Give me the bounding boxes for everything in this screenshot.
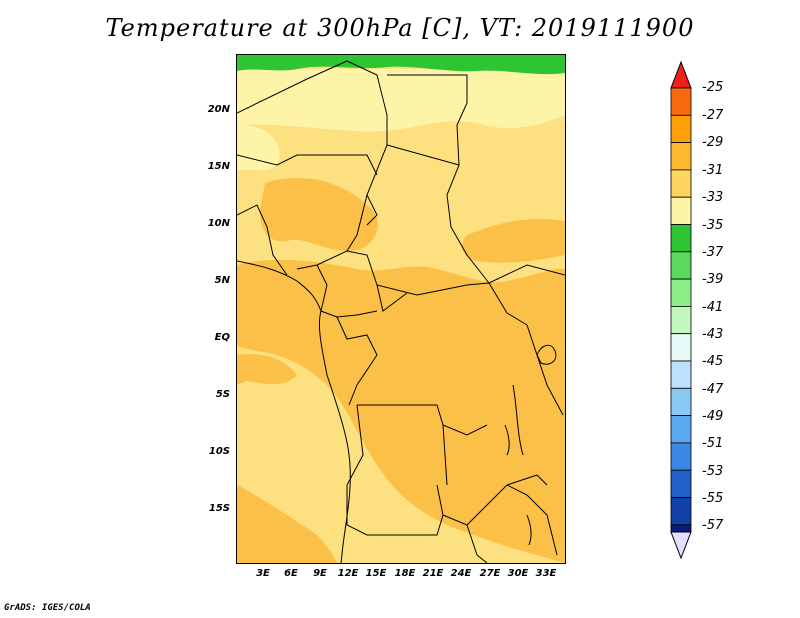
colorbar-swatch <box>670 360 692 389</box>
colorbar-label: -39 <box>702 272 724 287</box>
grads-credit: GrADS: IGES/COLA <box>4 603 91 613</box>
map-panel <box>236 54 566 564</box>
colorbar-label: -47 <box>702 382 724 397</box>
colorbar-label: -31 <box>702 163 724 178</box>
colorbar-label: -35 <box>702 218 724 233</box>
lon-label-27e: 27E <box>479 568 501 579</box>
colorbar-label: -37 <box>702 245 724 260</box>
colorbar-swatch <box>670 469 692 498</box>
colorbar-label: -41 <box>702 300 724 315</box>
lon-label-30e: 30E <box>507 568 529 579</box>
coastline <box>237 260 351 563</box>
colorbar-swatch <box>670 333 692 362</box>
lat-label-20n: 20N <box>207 104 230 115</box>
colorbar-swatch <box>670 142 692 171</box>
colorbar-label: -49 <box>702 409 724 424</box>
lat-label-15s: 15S <box>208 503 230 514</box>
lat-label-10n: 10N <box>207 218 230 229</box>
colorbar <box>670 60 692 560</box>
lon-label-18e: 18E <box>394 568 416 579</box>
cool-band-north <box>237 69 565 132</box>
colorbar-swatch <box>670 251 692 280</box>
lon-label-6e: 6E <box>284 568 298 579</box>
colorbar-swatch <box>670 524 692 533</box>
colorbar-label: -25 <box>702 80 724 95</box>
colorbar-bottom-arrow <box>670 531 692 560</box>
warm-region-central-africa <box>237 259 565 563</box>
warm-patch-west-africa <box>260 178 378 251</box>
colorbar-label: -43 <box>702 327 724 342</box>
colorbar-swatch <box>670 224 692 253</box>
colorbar-label: -29 <box>702 135 724 150</box>
lat-label-5n: 5N <box>214 275 230 286</box>
colorbar-swatch <box>670 87 692 116</box>
lat-label-eq: EQ <box>214 332 230 343</box>
lon-label-3e: 3E <box>256 568 270 579</box>
colorbar-top-arrow <box>670 60 692 89</box>
colorbar-swatch <box>670 196 692 225</box>
map-title: Temperature at 300hPa [C], VT: 201911190… <box>105 14 695 42</box>
green-band-top <box>237 55 565 75</box>
lat-label-5s: 5S <box>215 389 230 400</box>
lon-label-21e: 21E <box>422 568 444 579</box>
colorbar-swatch <box>670 114 692 143</box>
colorbar-label: -57 <box>702 518 724 533</box>
colorbar-swatch <box>670 169 692 198</box>
lat-label-10s: 10S <box>208 446 230 457</box>
colorbar-label: -53 <box>702 464 724 479</box>
colorbar-label: -55 <box>702 491 724 506</box>
colorbar-swatch <box>670 305 692 335</box>
lon-label-9e: 9E <box>313 568 327 579</box>
colorbar-swatch <box>670 442 692 471</box>
colorbar-label: -27 <box>702 108 724 123</box>
colorbar-swatch <box>670 415 692 444</box>
country-borders <box>237 60 565 563</box>
colorbar-swatch <box>670 497 692 526</box>
temperature-field-map <box>237 55 565 563</box>
colorbar-swatch <box>670 278 692 307</box>
lat-label-15n: 15N <box>207 161 230 172</box>
lon-label-15e: 15E <box>365 568 387 579</box>
lakes <box>504 344 557 546</box>
lon-label-12e: 12E <box>337 568 359 579</box>
colorbar-label: -45 <box>702 354 724 369</box>
lon-label-24e: 24E <box>450 568 472 579</box>
lon-label-33e: 33E <box>535 568 557 579</box>
colorbar-swatch <box>670 387 692 416</box>
colorbar-label: -51 <box>702 436 724 451</box>
colorbar-label: -33 <box>702 190 724 205</box>
